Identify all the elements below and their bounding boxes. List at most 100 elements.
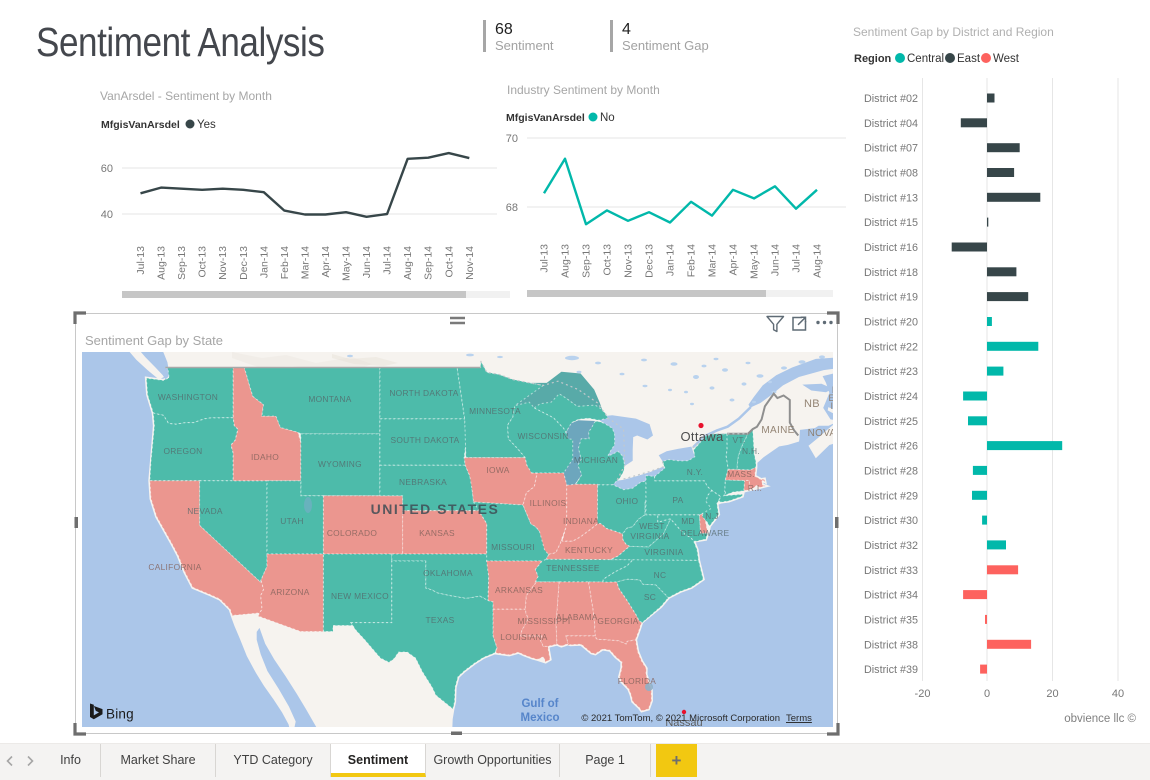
svg-text:VanArsdel - Sentiment by Month: VanArsdel - Sentiment by Month bbox=[100, 89, 272, 103]
svg-text:District #33: District #33 bbox=[864, 565, 918, 577]
svg-text:Feb-14: Feb-14 bbox=[279, 246, 291, 279]
svg-text:District #15: District #15 bbox=[864, 217, 918, 229]
svg-text:Sep-13: Sep-13 bbox=[581, 244, 593, 278]
svg-text:70: 70 bbox=[506, 133, 518, 145]
svg-text:No: No bbox=[600, 112, 615, 124]
svg-text:District #13: District #13 bbox=[864, 192, 918, 204]
svg-text:MICHIGAN: MICHIGAN bbox=[574, 455, 618, 465]
svg-text:District #04: District #04 bbox=[864, 118, 918, 130]
svg-text:MD: MD bbox=[681, 516, 695, 526]
svg-text:GEORGIA: GEORGIA bbox=[597, 616, 638, 626]
svg-text:Nov-14: Nov-14 bbox=[464, 246, 476, 280]
svg-text:NB: NB bbox=[804, 398, 820, 410]
svg-text:SC: SC bbox=[644, 592, 656, 602]
svg-text:IOWA: IOWA bbox=[486, 465, 509, 475]
svg-text:OREGON: OREGON bbox=[163, 446, 202, 456]
svg-text:NEVADA: NEVADA bbox=[187, 506, 223, 516]
svg-text:VT.: VT. bbox=[733, 435, 746, 445]
svg-text:District #28: District #28 bbox=[864, 465, 918, 477]
svg-text:68: 68 bbox=[506, 202, 518, 214]
svg-text:Aug-14: Aug-14 bbox=[402, 246, 414, 280]
svg-text:District #18: District #18 bbox=[864, 267, 918, 279]
svg-text:40: 40 bbox=[1112, 688, 1124, 700]
svg-text:NEW MEXICO: NEW MEXICO bbox=[331, 591, 389, 601]
svg-text:MISSISSIPPI: MISSISSIPPI bbox=[517, 616, 570, 626]
svg-text:District #08: District #08 bbox=[864, 167, 918, 179]
svg-text:60: 60 bbox=[101, 163, 113, 175]
svg-text:OKLAHOMA: OKLAHOMA bbox=[423, 568, 473, 578]
svg-text:District #25: District #25 bbox=[864, 416, 918, 428]
svg-text:PA: PA bbox=[672, 495, 683, 505]
svg-text:Ottawa: Ottawa bbox=[681, 429, 724, 444]
svg-text:District #20: District #20 bbox=[864, 316, 918, 328]
svg-text:TENNESSEE: TENNESSEE bbox=[546, 563, 600, 573]
svg-text:WEST: WEST bbox=[639, 521, 664, 531]
svg-text:N.H.: N.H. bbox=[742, 446, 760, 456]
svg-text:District #34: District #34 bbox=[864, 590, 918, 602]
svg-text:District #39: District #39 bbox=[864, 664, 918, 676]
svg-text:-20: -20 bbox=[915, 688, 931, 700]
svg-text:Dec-13: Dec-13 bbox=[644, 244, 656, 278]
svg-text:Aug-13: Aug-13 bbox=[560, 244, 572, 278]
svg-text:Jun-14: Jun-14 bbox=[361, 246, 373, 278]
svg-text:NORTH DAKOTA: NORTH DAKOTA bbox=[389, 388, 458, 398]
svg-text:District #30: District #30 bbox=[864, 515, 918, 527]
svg-text:District #35: District #35 bbox=[864, 614, 918, 626]
svg-text:LOUISIANA: LOUISIANA bbox=[500, 632, 547, 642]
svg-text:VIRGINIA: VIRGINIA bbox=[630, 531, 669, 541]
svg-text:NC: NC bbox=[654, 570, 667, 580]
svg-text:40: 40 bbox=[101, 209, 113, 221]
svg-text:FLORIDA: FLORIDA bbox=[618, 676, 657, 686]
svg-text:N.J: N.J bbox=[705, 511, 718, 521]
svg-text:Yes: Yes bbox=[197, 119, 216, 131]
svg-text:Jul-14: Jul-14 bbox=[382, 246, 394, 275]
svg-text:20: 20 bbox=[1046, 688, 1058, 700]
svg-text:Oct-13: Oct-13 bbox=[197, 246, 209, 278]
svg-text:Oct-14: Oct-14 bbox=[443, 246, 455, 278]
svg-text:OHIO: OHIO bbox=[616, 496, 639, 506]
svg-text:Aug-14: Aug-14 bbox=[812, 244, 824, 278]
svg-text:District #32: District #32 bbox=[864, 540, 918, 552]
svg-text:West: West bbox=[993, 53, 1020, 65]
svg-text:Aug-13: Aug-13 bbox=[156, 246, 168, 280]
svg-text:IS: IS bbox=[830, 401, 833, 411]
svg-text:MASS.: MASS. bbox=[727, 469, 755, 479]
svg-text:© 2021 TomTom, © 2021 Microsof: © 2021 TomTom, © 2021 Microsoft Corporat… bbox=[581, 713, 780, 724]
svg-text:District #22: District #22 bbox=[864, 341, 918, 353]
svg-text:Jul-13: Jul-13 bbox=[539, 244, 551, 273]
svg-text:MINNESOTA: MINNESOTA bbox=[469, 406, 521, 416]
svg-text:East: East bbox=[957, 53, 981, 65]
svg-text:COLORADO: COLORADO bbox=[327, 528, 378, 538]
svg-text:WYOMING: WYOMING bbox=[318, 459, 362, 469]
svg-text:Apr-14: Apr-14 bbox=[728, 244, 740, 276]
svg-text:Region: Region bbox=[854, 53, 892, 65]
svg-text:Jan-14: Jan-14 bbox=[258, 246, 270, 278]
svg-text:District #19: District #19 bbox=[864, 292, 918, 304]
svg-text:Nov-13: Nov-13 bbox=[217, 246, 229, 280]
svg-text:Nov-13: Nov-13 bbox=[623, 244, 635, 278]
svg-text:Sep-13: Sep-13 bbox=[176, 246, 188, 280]
svg-text:Sep-14: Sep-14 bbox=[423, 246, 435, 280]
svg-text:Mexico: Mexico bbox=[521, 712, 560, 724]
svg-text:District #07: District #07 bbox=[864, 143, 918, 155]
svg-text:Apr-14: Apr-14 bbox=[320, 246, 332, 278]
svg-text:SOUTH DAKOTA: SOUTH DAKOTA bbox=[390, 435, 459, 445]
svg-text:Industry Sentiment by Month: Industry Sentiment by Month bbox=[507, 83, 660, 97]
svg-text:CALIFORNIA: CALIFORNIA bbox=[148, 562, 201, 572]
svg-text:Sentiment Gap by District and: Sentiment Gap by District and Region bbox=[853, 25, 1054, 39]
svg-text:ARIZONA: ARIZONA bbox=[270, 587, 309, 597]
svg-text:IDAHO: IDAHO bbox=[251, 452, 279, 462]
svg-text:MfgisVanArsdel: MfgisVanArsdel bbox=[506, 112, 585, 124]
svg-text:ILLINOIS: ILLINOIS bbox=[530, 498, 567, 508]
svg-text:District #16: District #16 bbox=[864, 242, 918, 254]
svg-text:Mar-14: Mar-14 bbox=[299, 246, 311, 279]
svg-text:Mar-14: Mar-14 bbox=[707, 244, 719, 277]
svg-text:Gulf of: Gulf of bbox=[521, 698, 558, 710]
svg-text:INDIANA: INDIANA bbox=[563, 516, 599, 526]
svg-text:District #02: District #02 bbox=[864, 93, 918, 105]
svg-text:0: 0 bbox=[984, 688, 990, 700]
svg-text:District #24: District #24 bbox=[864, 391, 918, 403]
svg-text:TEXAS: TEXAS bbox=[426, 615, 455, 625]
svg-text:May-14: May-14 bbox=[749, 244, 761, 279]
svg-text:MONTANA: MONTANA bbox=[308, 394, 351, 404]
